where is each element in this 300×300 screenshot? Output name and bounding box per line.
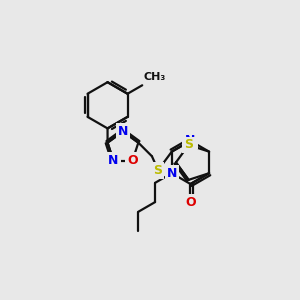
- Text: N: N: [185, 134, 196, 147]
- Text: O: O: [127, 154, 138, 167]
- Text: N: N: [118, 125, 128, 138]
- Text: CH₃: CH₃: [144, 72, 166, 82]
- Text: S: S: [154, 164, 163, 177]
- Text: N: N: [167, 167, 177, 180]
- Text: O: O: [185, 196, 196, 209]
- Text: S: S: [184, 139, 193, 152]
- Text: N: N: [108, 154, 118, 167]
